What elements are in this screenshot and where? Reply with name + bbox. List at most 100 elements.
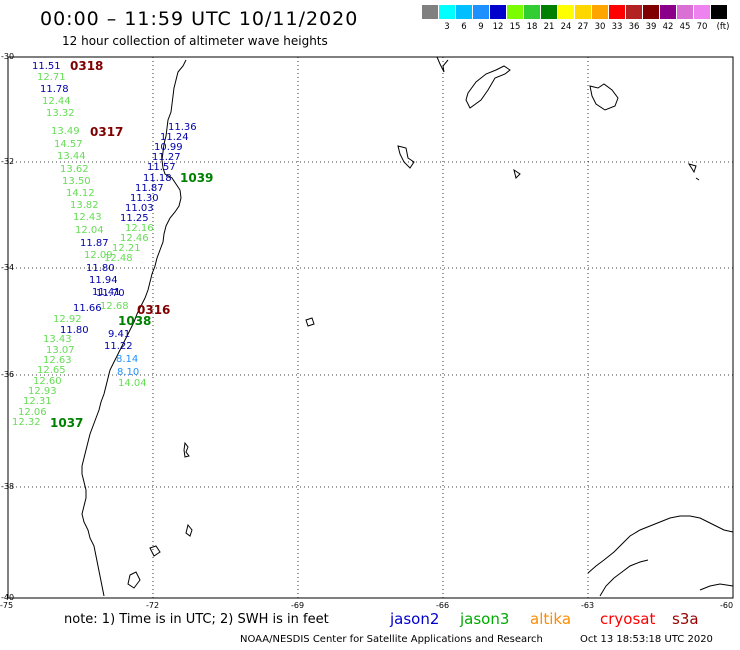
longitude-label: -72 bbox=[146, 601, 160, 610]
color-swatch bbox=[592, 5, 608, 19]
color-swatch-label: 24 bbox=[560, 22, 572, 32]
color-swatch bbox=[439, 5, 455, 19]
map-subtitle: 12 hour collection of altimeter wave hei… bbox=[62, 34, 328, 48]
color-swatch bbox=[422, 5, 438, 19]
color-swatch-label: 33 bbox=[611, 22, 623, 32]
coastline-argentina bbox=[397, 56, 734, 597]
wave-height-reading: 11.66 bbox=[73, 303, 102, 314]
pass-time-tag: 1038 bbox=[118, 314, 152, 328]
mission-label-altika: altika bbox=[530, 610, 572, 628]
color-swatch bbox=[490, 5, 506, 19]
pass-time-tag: 0316 bbox=[137, 303, 171, 317]
wave-height-reading: 11.80 bbox=[60, 325, 89, 336]
color-swatch-label: 39 bbox=[645, 22, 657, 32]
island-small-1 bbox=[183, 441, 190, 458]
longitude-label: -69 bbox=[291, 601, 305, 610]
wave-height-reading: 11.78 bbox=[40, 84, 69, 95]
wave-height-reading: 12.43 bbox=[73, 212, 102, 223]
wave-height-reading: 11.24 bbox=[160, 132, 189, 143]
wave-height-reading: 13.07 bbox=[46, 345, 75, 356]
wave-height-reading: 14.57 bbox=[54, 139, 83, 150]
wave-height-reading: 11.36 bbox=[168, 122, 197, 133]
longitude-label: -66 bbox=[436, 601, 450, 610]
wave-height-reading: 13.32 bbox=[46, 108, 75, 119]
color-swatch-label: 30 bbox=[594, 22, 606, 32]
color-swatch-label: 45 bbox=[679, 22, 691, 32]
wave-height-reading: 12.06 bbox=[18, 407, 47, 418]
color-swatch bbox=[541, 5, 557, 19]
map-title: 00:00 – 11:59 UTC 10/11/2020 bbox=[40, 8, 359, 30]
color-swatch bbox=[575, 5, 591, 19]
wave-height-reading: 13.44 bbox=[57, 151, 86, 162]
color-swatch-label: 9 bbox=[478, 22, 484, 32]
island-small-2 bbox=[185, 523, 193, 537]
color-swatch bbox=[524, 5, 540, 19]
color-swatch bbox=[660, 5, 676, 19]
wave-height-reading: 11.57 bbox=[147, 162, 176, 173]
color-swatch bbox=[643, 5, 659, 19]
wave-height-reading: 13.50 bbox=[62, 176, 91, 187]
plot-frame bbox=[7, 56, 734, 599]
color-swatch bbox=[507, 5, 523, 19]
wave-height-reading: 11.80 bbox=[86, 263, 115, 274]
wave-height-reading: 13.62 bbox=[60, 164, 89, 175]
credit-text: NOAA/NESDIS Center for Satellite Applica… bbox=[240, 634, 543, 645]
longitude-label: -60 bbox=[720, 601, 734, 610]
wave-height-reading: 12.21 bbox=[112, 243, 141, 254]
latitude-label: -30 bbox=[1, 52, 15, 61]
color-swatch-label: 6 bbox=[461, 22, 467, 32]
wave-height-reading: 11.70 bbox=[96, 288, 125, 299]
color-swatch bbox=[677, 5, 693, 19]
footer-note: note: 1) Time is in UTC; 2) SWH is in fe… bbox=[64, 612, 329, 627]
wave-height-reading: 11.18 bbox=[143, 173, 172, 184]
wave-height-reading: 12.09 bbox=[84, 250, 113, 261]
wave-height-reading: 11.22 bbox=[104, 341, 133, 352]
wave-height-reading: 10.99 bbox=[154, 142, 183, 153]
wave-height-reading: 11.41 bbox=[92, 287, 121, 298]
generated-timestamp: Oct 13 18:53:18 UTC 2020 bbox=[580, 634, 713, 645]
wave-height-reading: 12.93 bbox=[28, 386, 57, 397]
wave-height-reading: 11.51 bbox=[32, 61, 61, 72]
wave-height-reading: 12.65 bbox=[37, 365, 66, 376]
pass-time-tag: 0318 bbox=[70, 59, 104, 73]
color-swatch-label: 12 bbox=[492, 22, 504, 32]
wave-height-reading: 11.87 bbox=[80, 238, 109, 249]
mission-label-s3a: s3a bbox=[672, 610, 699, 628]
color-swatch-label: 36 bbox=[628, 22, 640, 32]
mission-label-jason3: jason3 bbox=[460, 610, 510, 628]
color-scale-unit: (ft) bbox=[716, 22, 730, 32]
latitude-label: -38 bbox=[1, 482, 15, 491]
wave-height-reading: 14.04 bbox=[118, 378, 147, 389]
graticule bbox=[8, 57, 733, 598]
wave-height-reading: 12.44 bbox=[42, 96, 71, 107]
wave-height-reading: 12.46 bbox=[120, 233, 149, 244]
wave-height-reading: 8.14 bbox=[116, 354, 139, 365]
color-swatch-label: 70 bbox=[696, 22, 708, 32]
wave-height-reading: 11.94 bbox=[89, 275, 118, 286]
wave-height-reading: 9.41 bbox=[108, 329, 131, 340]
wave-height-reading: 12.63 bbox=[43, 355, 72, 366]
wave-height-reading: 12.04 bbox=[75, 225, 104, 236]
island-small-4 bbox=[127, 571, 141, 589]
color-swatch-label: 42 bbox=[662, 22, 674, 32]
wave-height-reading: 12.68 bbox=[100, 301, 129, 312]
wave-height-reading: 11.30 bbox=[130, 193, 159, 204]
wave-height-reading: 12.31 bbox=[23, 396, 52, 407]
color-swatch bbox=[694, 5, 710, 19]
wave-height-reading: 11.03 bbox=[125, 203, 154, 214]
coastline-chile bbox=[81, 59, 187, 597]
latitude-label: -32 bbox=[1, 157, 15, 166]
color-swatch-label: 15 bbox=[509, 22, 521, 32]
wave-height-reading: 12.16 bbox=[125, 223, 154, 234]
wave-height-reading: 13.43 bbox=[43, 334, 72, 345]
color-swatch-label: 27 bbox=[577, 22, 589, 32]
longitude-label: -75 bbox=[0, 601, 14, 610]
island-small-3 bbox=[149, 545, 161, 557]
latitude-label: -40 bbox=[1, 593, 15, 602]
mission-label-jason2: jason2 bbox=[390, 610, 440, 628]
color-swatch-label: 21 bbox=[543, 22, 555, 32]
wave-height-reading: 11.87 bbox=[135, 183, 164, 194]
wave-height-reading: 11.27 bbox=[152, 152, 181, 163]
pass-time-tag: 1037 bbox=[50, 416, 84, 430]
